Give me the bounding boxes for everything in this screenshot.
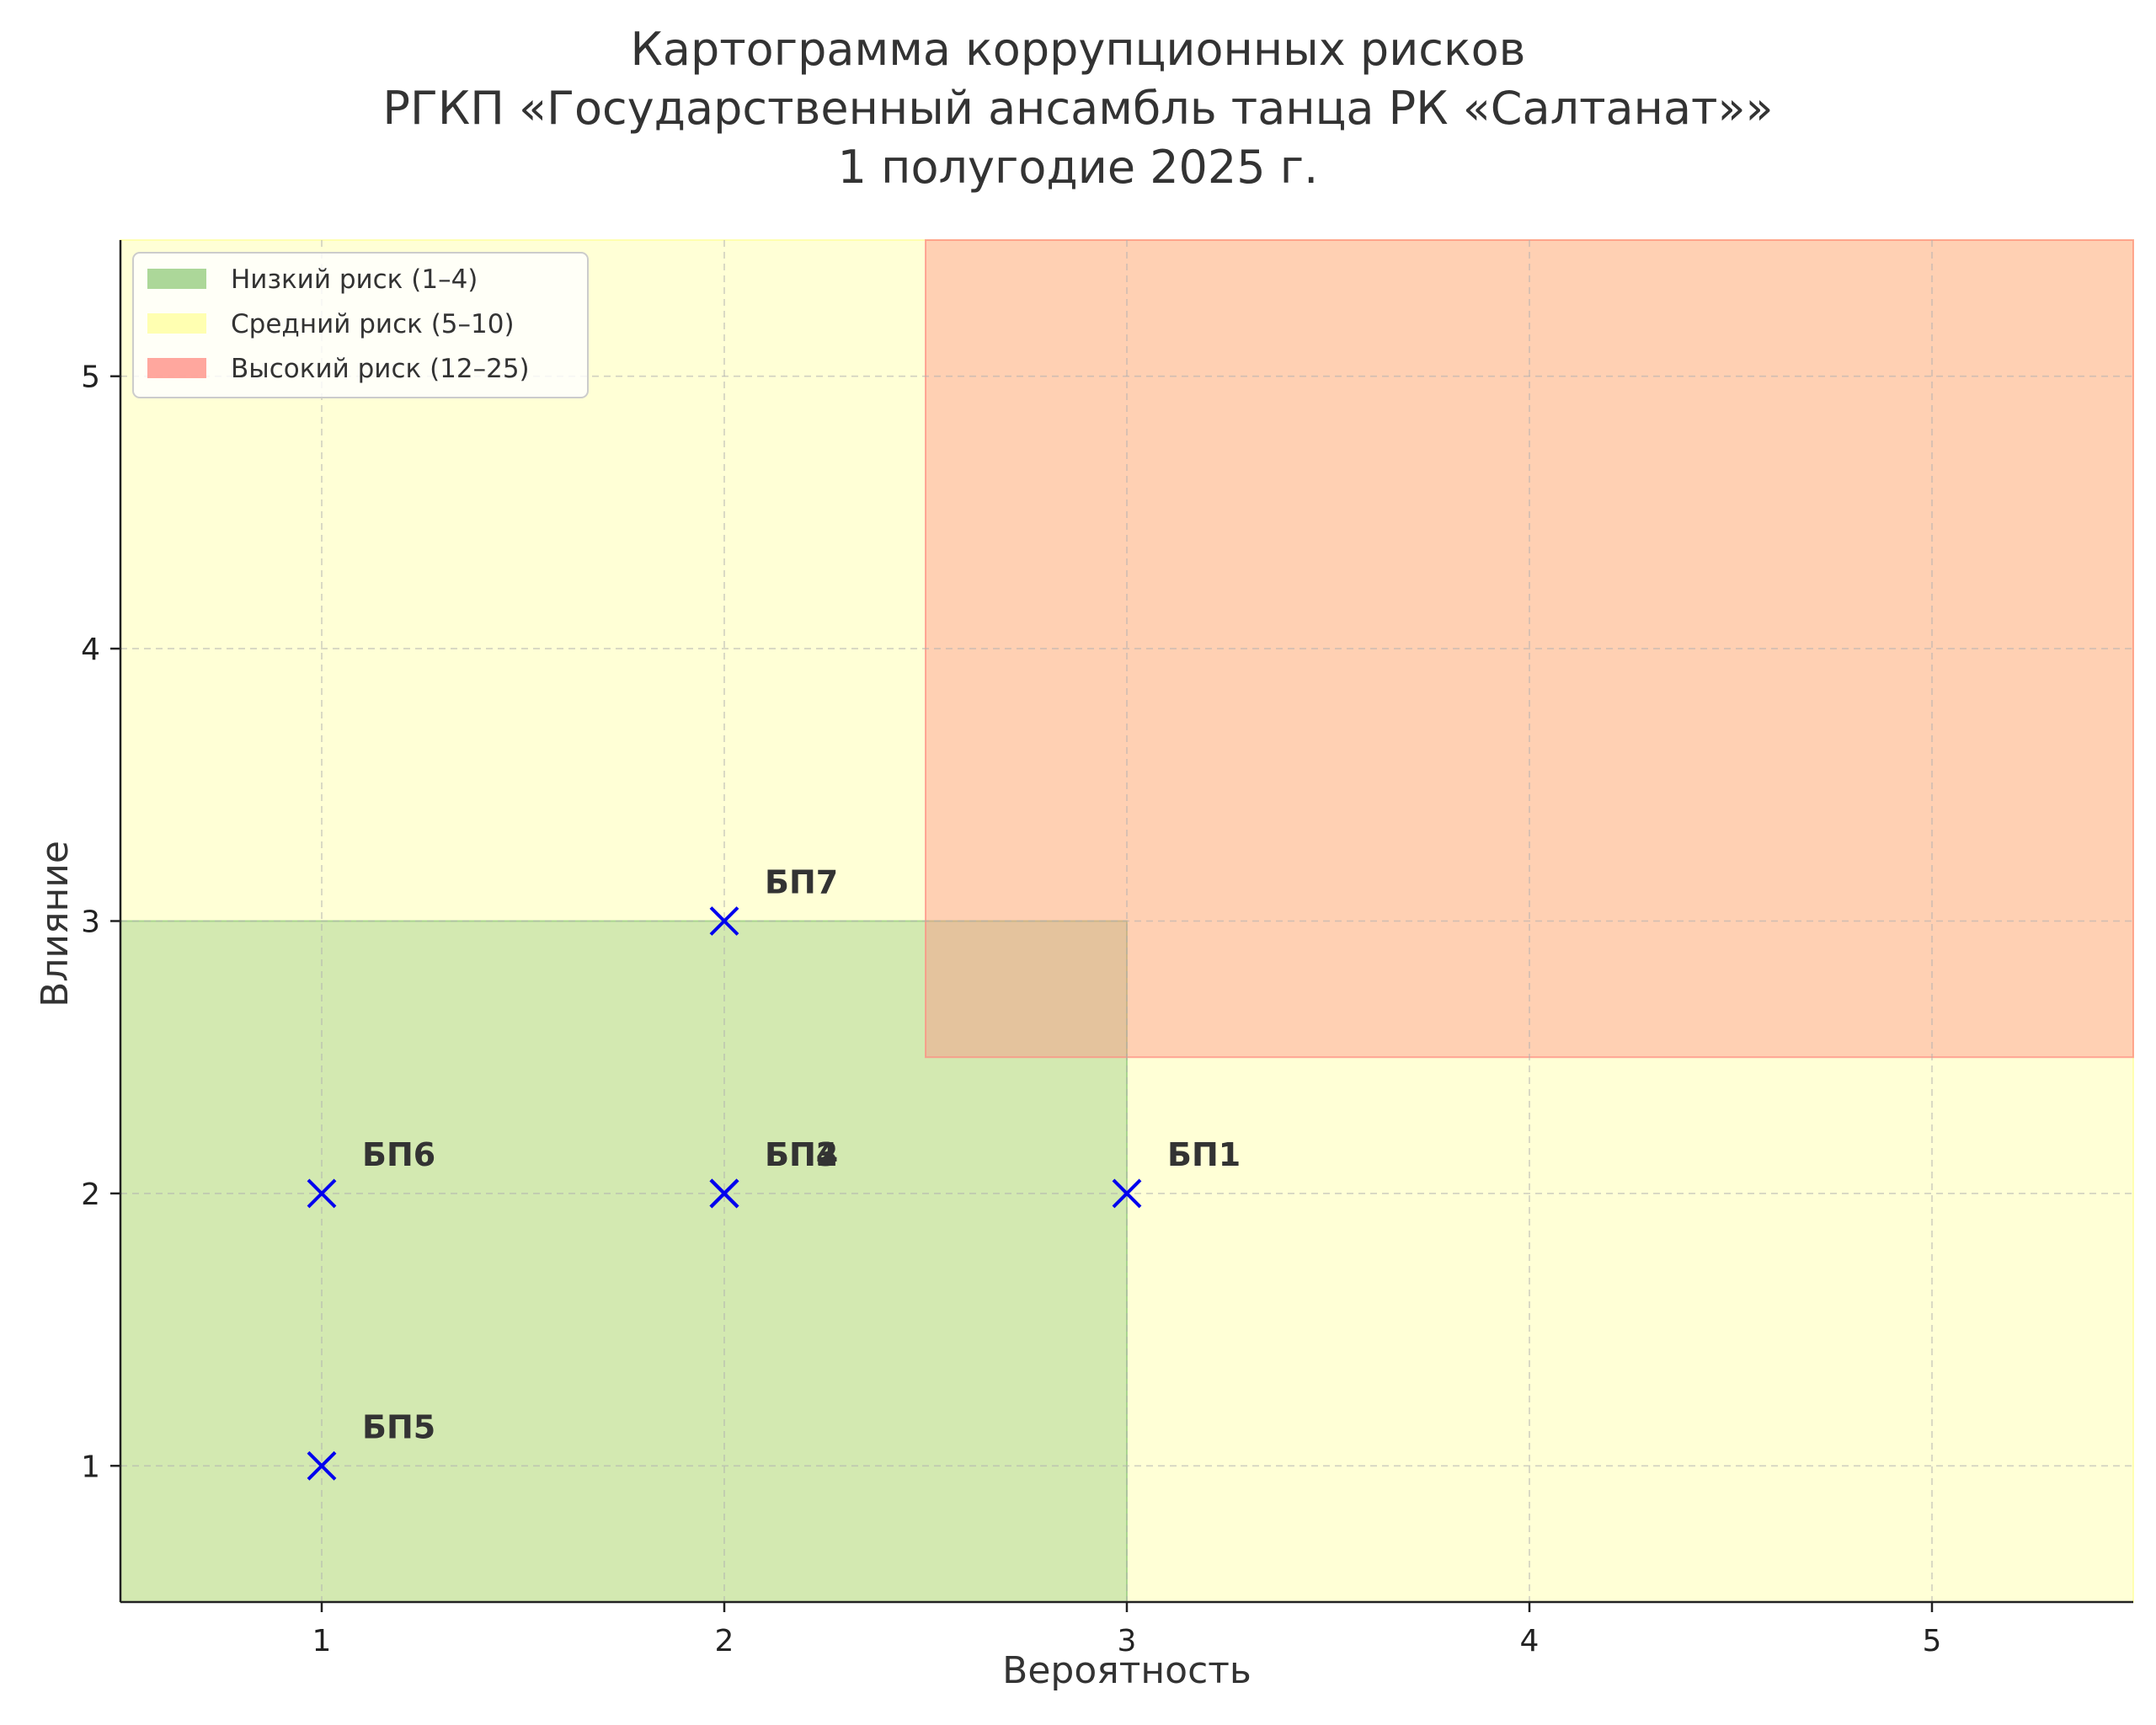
point-label-БП5: БП5	[362, 1408, 435, 1445]
point-БП7	[709, 906, 739, 936]
point-marker-b	[307, 1178, 337, 1209]
chart-title-line-1: Картограмма коррупционных рисков	[630, 23, 1526, 76]
legend-swatch-2	[147, 358, 206, 378]
point-БП4	[709, 1178, 739, 1209]
y-tick-label-3: 3	[81, 905, 100, 940]
legend-box	[132, 252, 589, 398]
legend-label-2: Высокий риск (12–25)	[231, 354, 530, 384]
point-label-БП6: БП6	[362, 1136, 435, 1173]
point-marker-b	[709, 906, 739, 936]
legend-label-0: Низкий риск (1–4)	[231, 264, 478, 295]
point-marker-b	[709, 1178, 739, 1209]
legend-swatch-0	[147, 269, 206, 289]
x-tick-label-4: 4	[1520, 1624, 1540, 1658]
legend-label-1: Средний риск (5–10)	[231, 309, 515, 339]
point-label-БП2: БП2	[765, 1136, 838, 1173]
y-tick-label-5: 5	[81, 360, 100, 395]
chart-title-line-3: 1 полугодие 2025 г.	[837, 141, 1319, 194]
legend: Низкий риск (1–4) Средний риск (5–10) Высо…	[132, 252, 589, 398]
point-БП6	[307, 1178, 337, 1209]
y-axis-label: Влияние	[34, 841, 77, 1007]
point-label-БП3: БП3	[765, 1136, 838, 1173]
x-axis-label: Вероятность	[1002, 1649, 1251, 1692]
y-tick-label-1: 1	[81, 1450, 100, 1484]
x-tick-label-2: 2	[715, 1624, 734, 1658]
point-label-БП1: БП1	[1167, 1136, 1241, 1173]
point-БП5	[307, 1450, 337, 1481]
x-tick-label-1: 1	[312, 1624, 332, 1658]
x-tick-label-5: 5	[1923, 1624, 1942, 1658]
point-label-БП4: БП4	[765, 1136, 838, 1173]
y-tick-label-2: 2	[81, 1178, 100, 1212]
chart-title-line-2: РГКП «Государственный ансамбль танца РК …	[382, 82, 1774, 135]
chart-title: Картограмма коррупционных рисков РГКП «Г…	[0, 20, 2156, 197]
point-marker-b	[1112, 1178, 1142, 1209]
legend-swatch-1	[147, 313, 206, 334]
low-risk-zone	[120, 920, 1128, 1603]
tick-labels: 1 2 3 4 5 1 2 3 4 5	[81, 360, 1941, 1658]
y-tick-label-4: 4	[81, 633, 100, 667]
data-points	[307, 906, 1142, 1481]
x-tick-label-3: 3	[1118, 1624, 1137, 1658]
point-БП1	[1112, 1178, 1142, 1209]
point-label-БП7: БП7	[765, 864, 838, 901]
point-marker-b	[307, 1450, 337, 1481]
